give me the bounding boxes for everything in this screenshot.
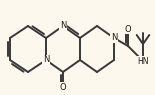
Text: HN: HN [137,57,149,65]
Text: N: N [43,55,49,65]
Text: N: N [60,21,66,30]
Text: N: N [111,34,117,42]
Text: O: O [125,25,131,34]
Text: O: O [60,82,66,91]
